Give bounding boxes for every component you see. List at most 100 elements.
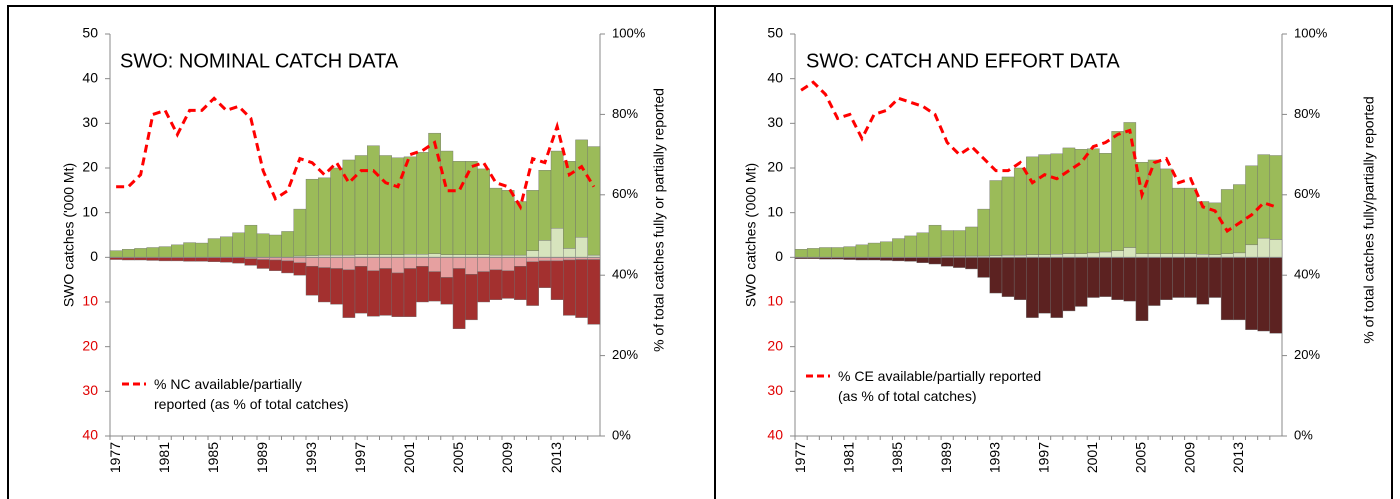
bar: [293, 208, 307, 257]
bar: [575, 259, 588, 318]
bar: [1135, 253, 1149, 258]
bar: [367, 257, 380, 271]
bar: [1050, 153, 1064, 255]
bar: [867, 242, 881, 258]
bar: [526, 261, 539, 306]
y2-tick-label: 80%: [612, 106, 638, 121]
x-tick-label: 2009: [499, 442, 515, 473]
line: [800, 80, 1277, 234]
bar: [965, 257, 978, 270]
x-tick-label: 2013: [548, 442, 564, 473]
bar: [1013, 167, 1027, 256]
bar: [953, 257, 966, 268]
bar: [220, 257, 233, 263]
bar: [526, 190, 539, 251]
bar: [367, 270, 380, 317]
bar: [1233, 184, 1246, 254]
bar: [806, 248, 820, 258]
bar: [1001, 257, 1015, 297]
bar: [1184, 257, 1197, 298]
bar: [1086, 252, 1100, 258]
x-tick-label: 2005: [450, 442, 466, 473]
x-tick-label: 2013: [1230, 442, 1246, 473]
bar: [538, 170, 552, 241]
bar: [1074, 257, 1088, 307]
bar: [1135, 257, 1149, 321]
bar: [256, 259, 270, 269]
bar: [171, 244, 184, 258]
bar: [587, 259, 601, 325]
x-tick-label: 2001: [401, 442, 417, 473]
y2-tick-label: 20%: [612, 347, 638, 362]
bar: [220, 236, 233, 258]
bar: [342, 269, 356, 318]
bar: [904, 235, 917, 258]
bar: [1269, 239, 1283, 258]
bar: [256, 233, 270, 258]
bar: [1111, 250, 1124, 258]
bar: [330, 257, 343, 269]
bar: [1062, 253, 1076, 258]
bar: [575, 237, 588, 258]
y-axis-title: SWO catches ('000 Mt): [61, 163, 77, 307]
bar: [977, 208, 991, 257]
bar: [1062, 257, 1076, 312]
bar: [501, 257, 515, 271]
x-tick-label: 1997: [1035, 442, 1051, 473]
bar: [477, 168, 490, 255]
bar: [318, 267, 331, 303]
bar: [183, 242, 196, 258]
bar: [1135, 161, 1149, 254]
bar: [342, 257, 356, 271]
bar: [550, 228, 564, 258]
bar: [305, 257, 319, 267]
y-tick-label: 0: [90, 248, 98, 264]
bar: [232, 257, 245, 264]
bar: [391, 272, 405, 317]
bar: [269, 259, 282, 271]
bar: [1233, 257, 1246, 321]
y2-tick-label: 80%: [1294, 106, 1320, 121]
bar: [1196, 201, 1210, 255]
bar: [158, 257, 172, 262]
bar: [207, 238, 221, 258]
bar: [428, 253, 441, 258]
bar: [452, 161, 466, 255]
legend-label: % CE available/partially reported (as % …: [838, 368, 1042, 404]
bar: [244, 224, 258, 258]
y-tick-label: 30: [82, 114, 98, 130]
bar: [489, 187, 503, 256]
bar: [134, 248, 147, 258]
bar: [207, 257, 221, 263]
bar: [575, 139, 588, 238]
x-tick-label: 1989: [254, 442, 270, 473]
bar: [1257, 154, 1271, 239]
bar: [526, 250, 539, 258]
bar: [440, 257, 454, 278]
bar: [367, 145, 380, 255]
bar: [183, 257, 196, 262]
bar: [1111, 131, 1124, 251]
bar: [195, 257, 209, 262]
bar: [1123, 122, 1137, 248]
x-tick-label: 1977: [792, 442, 808, 473]
bar: [1062, 147, 1076, 254]
bar: [440, 277, 454, 305]
bar: [416, 152, 429, 255]
bar: [928, 224, 942, 258]
bar: [953, 230, 966, 257]
bar: [477, 271, 490, 303]
bar: [1099, 257, 1112, 297]
bar: [977, 257, 991, 278]
bar: [1172, 257, 1185, 298]
y-tick-label: 20: [767, 159, 783, 175]
bar: [403, 268, 417, 317]
y-tick-label: 30: [767, 382, 783, 398]
bar: [489, 257, 503, 271]
bar: [831, 247, 844, 258]
x-tick-label: 1981: [840, 442, 856, 473]
y-tick-label: 50: [82, 25, 98, 41]
x-tick-label: 1985: [205, 442, 221, 473]
